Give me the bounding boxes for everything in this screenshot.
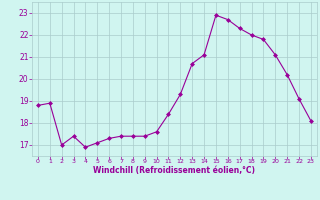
X-axis label: Windchill (Refroidissement éolien,°C): Windchill (Refroidissement éolien,°C)	[93, 166, 255, 175]
